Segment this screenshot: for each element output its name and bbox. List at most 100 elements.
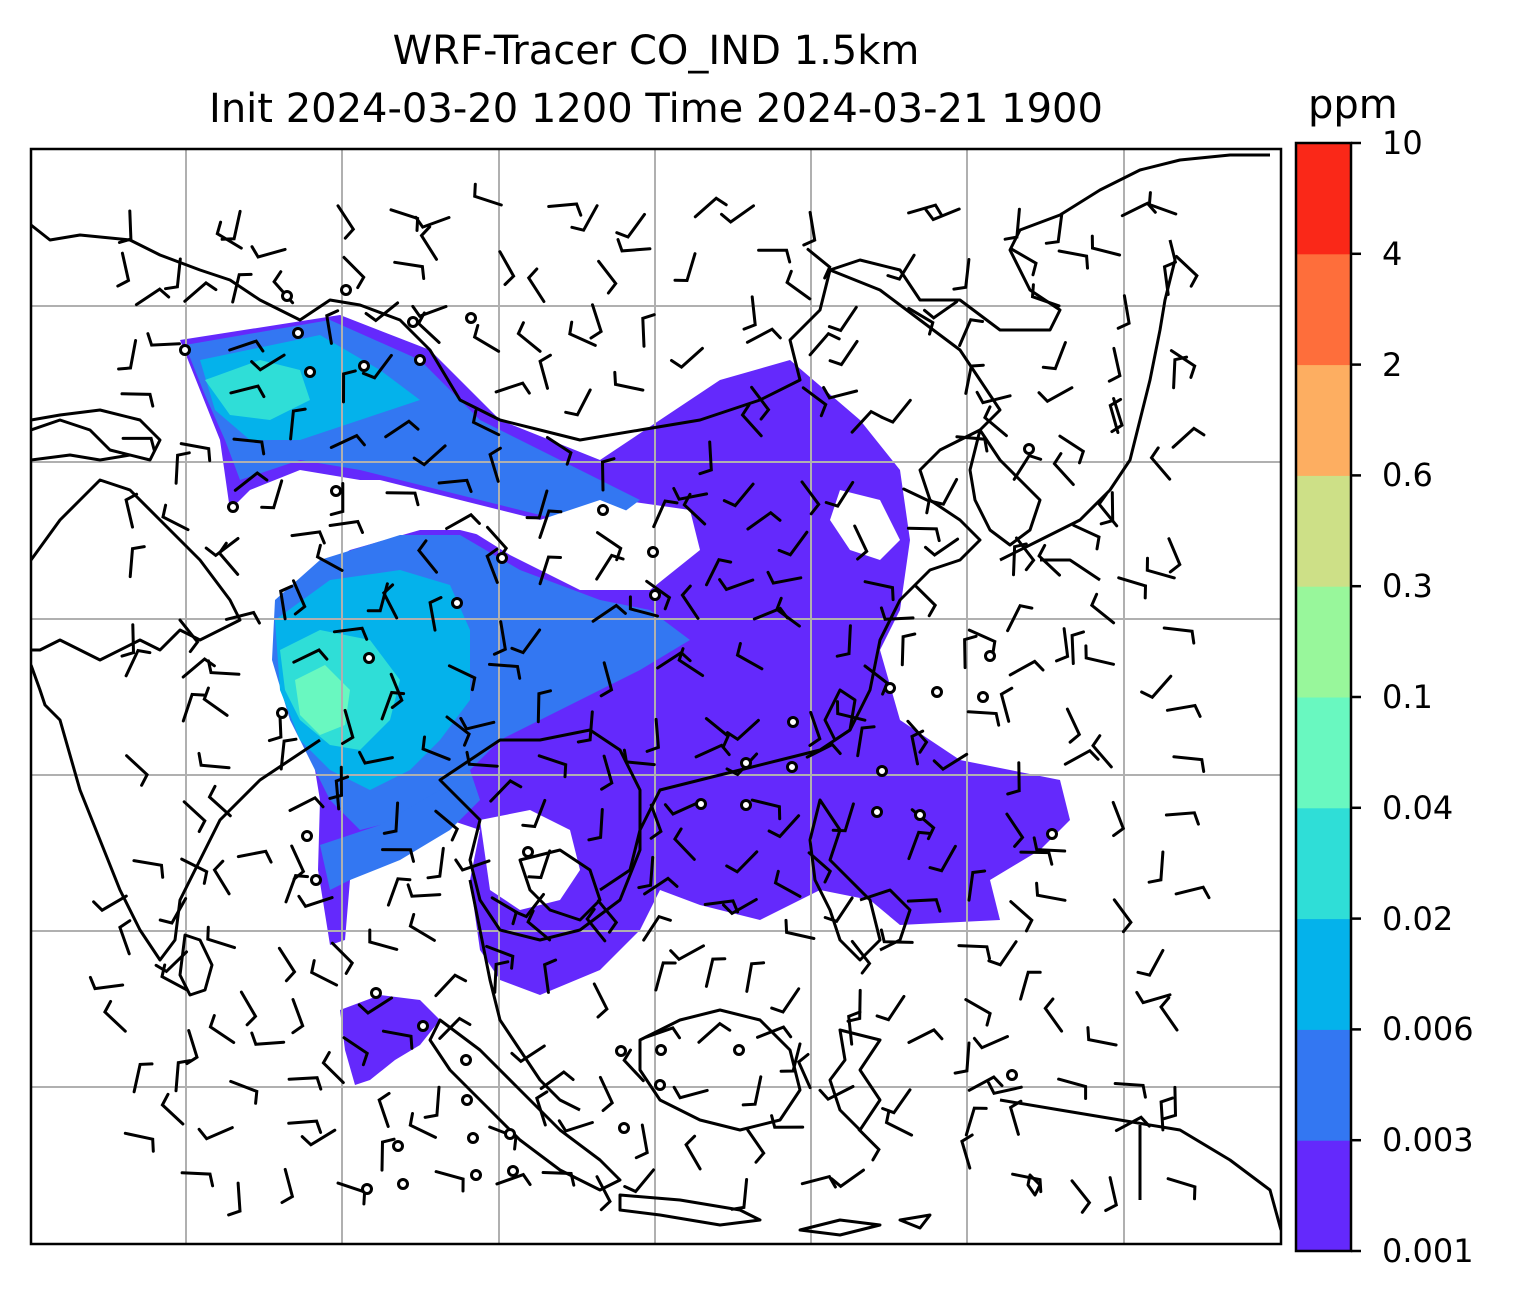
wind-barb xyxy=(928,844,957,873)
wind-barb xyxy=(542,958,558,994)
wind-barb xyxy=(1041,341,1067,371)
map-title-line-2: Init 2024-03-20 1200 Time 2024-03-21 190… xyxy=(209,86,1103,132)
wind-barb xyxy=(881,1088,912,1115)
wind-barb xyxy=(1019,970,1042,1001)
calm-circle xyxy=(467,1132,479,1144)
wind-barb xyxy=(220,209,242,241)
wind-barb xyxy=(684,1134,702,1171)
wind-barb xyxy=(806,247,832,280)
colorbar-segment xyxy=(1296,143,1351,255)
wind-barb xyxy=(595,553,625,581)
wind-barb xyxy=(963,634,978,670)
calm-circle xyxy=(281,290,293,302)
wind-barb xyxy=(907,1028,944,1044)
colorbar-segment xyxy=(1296,364,1351,476)
wind-barb xyxy=(879,606,915,621)
wind-barb xyxy=(1167,537,1182,574)
calm-circle xyxy=(179,344,191,356)
wind-barb xyxy=(539,1070,575,1090)
colorbar-segment xyxy=(1296,918,1351,1030)
wind-barb xyxy=(538,509,563,539)
wind-barb xyxy=(1159,1096,1174,1132)
wind-barb xyxy=(181,657,216,679)
calm-circle xyxy=(654,1079,666,1091)
wind-barb xyxy=(622,748,656,767)
calm-circle xyxy=(504,1128,516,1140)
wind-barb xyxy=(953,1041,971,1075)
wind-barb xyxy=(389,208,420,232)
wind-barb xyxy=(229,1079,259,1105)
wind-barb xyxy=(132,1062,154,1094)
wind-barb xyxy=(796,1053,812,1090)
wind-barb xyxy=(957,944,991,961)
wind-barb xyxy=(1043,997,1064,1033)
wind-barb xyxy=(900,632,917,667)
wind-barb xyxy=(537,754,568,779)
wind-barb xyxy=(1169,349,1197,379)
wind-barb xyxy=(597,259,618,295)
wind-barb xyxy=(204,537,240,558)
wind-barb xyxy=(134,287,171,307)
wind-barb xyxy=(775,596,801,628)
wind-barb xyxy=(406,883,442,898)
wind-barb xyxy=(828,339,859,367)
colorbar-tick-label: 0.04 xyxy=(1382,788,1454,827)
wind-barb xyxy=(623,1168,655,1194)
wind-barb xyxy=(498,250,516,286)
wind-barb xyxy=(180,1171,215,1188)
wind-barb xyxy=(800,480,821,516)
calm-circle xyxy=(1023,443,1035,455)
wind-barb xyxy=(117,209,133,244)
wind-barb xyxy=(1084,644,1115,666)
wind-barb xyxy=(208,1014,236,1044)
wind-barb xyxy=(1086,1026,1118,1047)
wind-barb xyxy=(297,894,334,909)
wind-barb xyxy=(454,858,491,872)
wind-barb xyxy=(907,203,944,217)
wind-barb xyxy=(336,204,356,240)
wind-barb xyxy=(987,1081,1023,1096)
coastline-india xyxy=(31,478,321,962)
calm-circle xyxy=(470,1169,482,1181)
wind-barb xyxy=(570,204,599,232)
plume-low-south xyxy=(320,770,480,890)
wind-barb xyxy=(779,1042,802,1073)
wind-barb xyxy=(421,735,451,761)
wind-barb xyxy=(1072,523,1101,551)
wind-barb xyxy=(416,311,441,344)
wind-barb xyxy=(600,754,614,791)
wind-barb xyxy=(1172,355,1189,390)
wind-barb xyxy=(823,896,854,924)
wind-barb xyxy=(1057,249,1089,270)
calm-circle xyxy=(358,360,370,372)
wind-barb xyxy=(1166,1177,1197,1201)
wind-barb xyxy=(616,238,652,253)
wind-barb xyxy=(983,405,1008,438)
calm-circle xyxy=(786,761,798,773)
wind-barb xyxy=(535,1090,549,1127)
wind-barb xyxy=(521,798,547,829)
wind-barb xyxy=(207,659,241,676)
wind-barb xyxy=(880,398,912,424)
calm-circle xyxy=(647,546,659,558)
wind-barb xyxy=(526,909,552,942)
wind-barb xyxy=(800,1174,837,1189)
wind-barb xyxy=(1070,1179,1092,1214)
wind-barb xyxy=(564,388,592,417)
wind-barb xyxy=(847,1010,862,1046)
wind-barb xyxy=(386,877,412,907)
wind-barb xyxy=(289,407,307,441)
wind-barb xyxy=(704,957,727,988)
wind-barb xyxy=(526,267,546,303)
wind-barb xyxy=(596,899,619,934)
tracer-plume xyxy=(180,315,1070,1085)
wind-barb xyxy=(368,928,399,951)
wind-barb xyxy=(1003,207,1021,241)
calm-circle xyxy=(370,987,382,999)
wind-barb xyxy=(822,386,859,400)
wind-barb xyxy=(280,1167,295,1204)
calm-circle xyxy=(496,552,508,564)
wind-barb xyxy=(426,846,445,880)
wind-barb xyxy=(1008,659,1045,677)
wind-barb xyxy=(652,499,679,529)
